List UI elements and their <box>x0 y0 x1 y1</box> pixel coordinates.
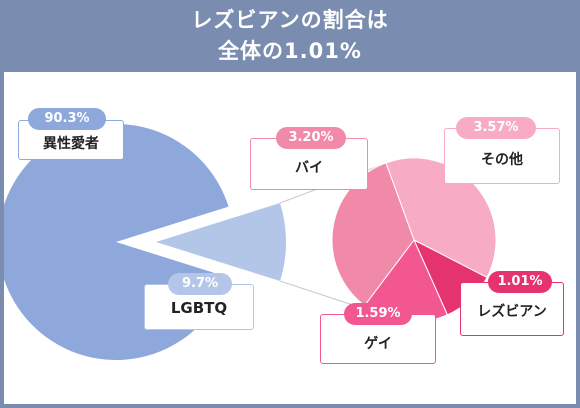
label-heterosexual-text: 異性愛者 <box>43 136 99 152</box>
chart-title-line1: レズビアンの割合は <box>191 8 389 32</box>
pill-heterosexual-value: 90.3% <box>28 108 106 130</box>
chart-panel: 異性愛者 90.3% LGBTQ 9.7% バイ 3.20% その他 3.57%… <box>4 72 576 404</box>
pill-lesbian-value: 1.01% <box>488 271 552 293</box>
pill-lgbtq-value: 9.7% <box>168 273 232 295</box>
slice-other <box>385 157 497 279</box>
pill-gay-value: 1.59% <box>344 303 412 325</box>
label-gay: ゲイ <box>320 314 436 364</box>
label-lesbian-text: レズビアン <box>477 304 547 320</box>
label-other-text: その他 <box>481 152 523 168</box>
chart-header: レズビアンの割合は 全体の1.01% <box>0 0 580 72</box>
label-lgbtq-text: LGBTQ <box>170 299 228 317</box>
label-bi-text: バイ <box>295 160 323 176</box>
pill-other-value: 3.57% <box>456 117 536 139</box>
pill-bi-value: 3.20% <box>276 127 346 149</box>
label-gay-text: ゲイ <box>364 336 392 352</box>
slice-bi <box>331 162 415 307</box>
slice-lgbtq <box>156 202 287 282</box>
chart-title-line2: 全体の1.01% <box>218 39 362 63</box>
detail-pie <box>331 157 497 323</box>
